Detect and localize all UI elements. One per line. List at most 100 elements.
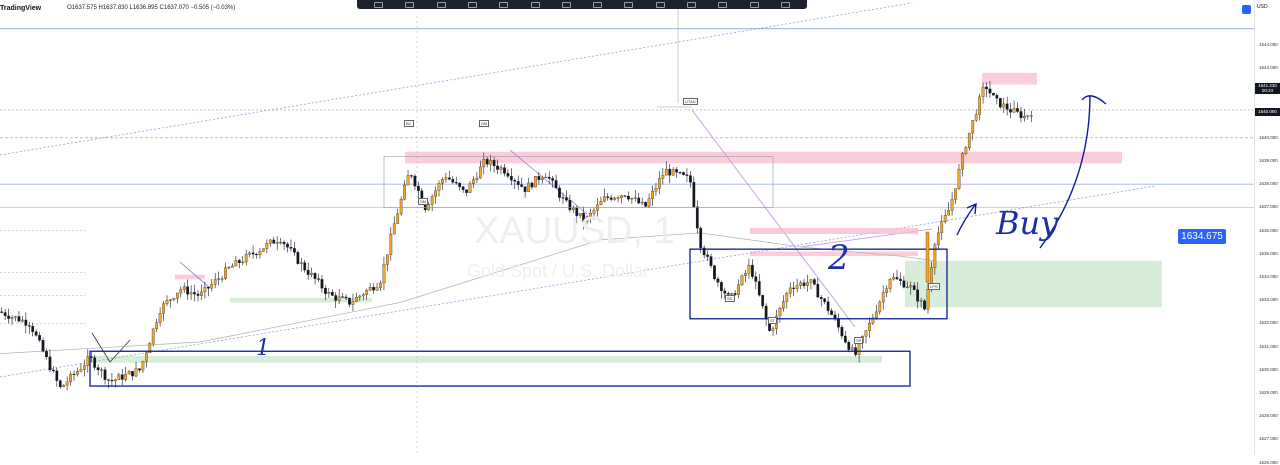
candle-body bbox=[905, 286, 909, 288]
candle-body bbox=[365, 290, 369, 295]
brush-icon[interactable] bbox=[436, 1, 446, 8]
candle-body bbox=[193, 292, 196, 295]
candle-body bbox=[134, 368, 138, 377]
candle-body bbox=[472, 179, 475, 184]
candle-body bbox=[733, 293, 737, 295]
candle-body bbox=[458, 182, 462, 187]
candle-body bbox=[317, 278, 320, 280]
candle-body bbox=[974, 114, 978, 121]
fib-icon[interactable] bbox=[530, 1, 540, 8]
candle-body bbox=[337, 296, 341, 301]
trash-icon[interactable] bbox=[718, 1, 728, 8]
candle-body bbox=[606, 196, 610, 198]
level-label: SM bbox=[479, 120, 489, 127]
candle-body bbox=[299, 262, 303, 264]
candle-body bbox=[782, 301, 785, 309]
candle-body bbox=[296, 252, 300, 264]
candle-body bbox=[568, 200, 572, 211]
candle-body bbox=[961, 153, 964, 170]
candle-body bbox=[558, 187, 561, 198]
candle-body bbox=[936, 232, 940, 245]
supply-zone bbox=[750, 228, 918, 234]
candle-body bbox=[110, 379, 114, 382]
candle-body bbox=[778, 307, 782, 317]
drawing-toolbar[interactable] bbox=[357, 0, 807, 9]
candle-body bbox=[386, 254, 389, 265]
candle-body bbox=[720, 282, 723, 292]
breakout-candle bbox=[925, 231, 930, 283]
candle-body bbox=[417, 185, 420, 191]
supply-zone bbox=[982, 72, 1037, 85]
candle-body bbox=[327, 292, 331, 294]
candle-body bbox=[843, 335, 847, 343]
candle-body bbox=[630, 198, 634, 200]
candle-body bbox=[1002, 103, 1006, 108]
candle-body bbox=[892, 277, 895, 280]
candle-body bbox=[1026, 115, 1030, 117]
candle-body bbox=[751, 264, 754, 277]
y-tick-label: 1644.000 bbox=[1259, 42, 1278, 47]
candle-body bbox=[1016, 108, 1019, 112]
auto-scale-icon[interactable] bbox=[1242, 5, 1251, 14]
candle-body bbox=[609, 197, 613, 200]
measure-icon[interactable] bbox=[593, 1, 603, 8]
candle-body bbox=[1023, 116, 1026, 119]
candle-body bbox=[138, 368, 141, 371]
candle-body bbox=[372, 287, 375, 291]
chart-header: TradingView O1637.575 H1637.830 L1636.89… bbox=[0, 0, 235, 16]
pencil-icon[interactable] bbox=[374, 1, 384, 8]
candle-body bbox=[485, 159, 489, 165]
candle-body bbox=[86, 356, 90, 366]
more-icon[interactable] bbox=[780, 1, 790, 8]
zone-two-annotation: 2 bbox=[828, 238, 850, 278]
text-icon[interactable] bbox=[467, 1, 477, 8]
candle-body bbox=[957, 168, 961, 189]
candle-body bbox=[627, 195, 630, 200]
candle-body bbox=[509, 176, 513, 181]
candle-body bbox=[785, 293, 789, 302]
candle-body bbox=[857, 342, 861, 355]
alert-price-badge[interactable]: 1634.675 bbox=[1178, 229, 1226, 244]
candle-body bbox=[131, 371, 134, 377]
settings-icon[interactable] bbox=[749, 1, 759, 8]
channel-line bbox=[0, 185, 1156, 378]
candle-body bbox=[275, 242, 279, 244]
candle-body bbox=[530, 182, 534, 188]
line-icon[interactable] bbox=[405, 1, 415, 8]
candle-body bbox=[551, 178, 555, 181]
candle-body bbox=[255, 253, 258, 256]
candle-body bbox=[48, 356, 52, 371]
currency-label[interactable]: USD bbox=[1257, 4, 1268, 10]
candle-body bbox=[730, 293, 734, 295]
candle-body bbox=[885, 288, 889, 293]
chart-svg[interactable] bbox=[0, 0, 1280, 454]
shape-icon[interactable] bbox=[499, 1, 509, 8]
candle-body bbox=[0, 311, 4, 313]
candle-body bbox=[850, 347, 854, 350]
tradingview-logo: TradingView bbox=[0, 4, 42, 12]
candle-body bbox=[155, 322, 159, 330]
y-tick-label: 1638.000 bbox=[1259, 181, 1278, 187]
candle-body bbox=[950, 199, 954, 211]
candle-body bbox=[231, 265, 234, 268]
eye-icon[interactable] bbox=[686, 1, 696, 8]
magnet-icon[interactable] bbox=[624, 1, 634, 8]
pattern-icon[interactable] bbox=[561, 1, 571, 8]
symbol-watermark: XAUUSD, 1 bbox=[474, 210, 675, 252]
lock-icon[interactable] bbox=[655, 1, 665, 8]
chart-canvas[interactable] bbox=[0, 0, 1280, 454]
candle-body bbox=[992, 92, 995, 96]
candle-body bbox=[912, 285, 916, 290]
price-axis[interactable] bbox=[1254, 0, 1280, 454]
candle-body bbox=[1005, 103, 1009, 110]
candle-body bbox=[107, 379, 110, 381]
candle-body bbox=[571, 207, 575, 211]
candle-body bbox=[220, 278, 224, 280]
candle-body bbox=[658, 178, 661, 189]
candle-body bbox=[816, 284, 820, 298]
candle-body bbox=[682, 172, 685, 175]
candle-body bbox=[692, 182, 696, 207]
candle-body bbox=[523, 186, 527, 192]
candle-body bbox=[182, 286, 186, 290]
candle-body bbox=[69, 373, 72, 383]
